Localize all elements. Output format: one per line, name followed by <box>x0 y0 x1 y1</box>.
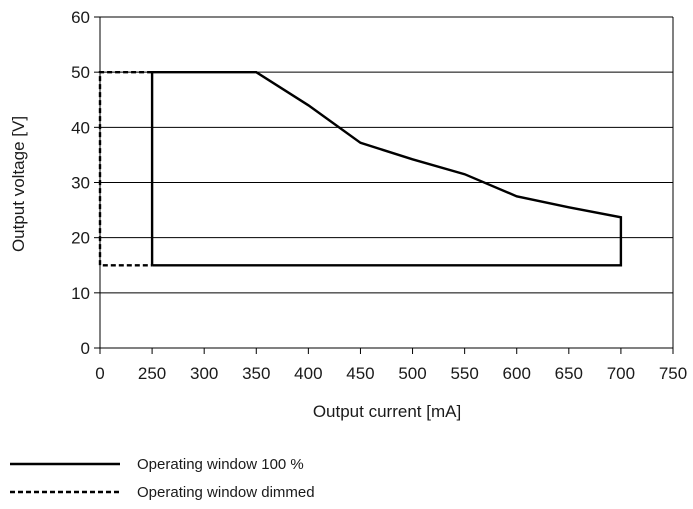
series-line-full <box>150 70 623 267</box>
y-tick-label-0: 0 <box>81 339 90 358</box>
x-tick-label-750: 750 <box>659 364 687 383</box>
x-tick-label-450: 450 <box>346 364 374 383</box>
y-tick-label-40: 40 <box>71 118 90 137</box>
y-tick-label-60: 60 <box>71 8 90 27</box>
x-tick-label-300: 300 <box>190 364 218 383</box>
series-line-dimmed <box>98 70 153 267</box>
y-tick-label-30: 30 <box>71 174 90 193</box>
x-tick-label-0: 0 <box>95 364 104 383</box>
y-tick-label-20: 20 <box>71 229 90 248</box>
y-axis-title: Output voltage [V] <box>9 116 28 252</box>
x-tick-label-500: 500 <box>398 364 426 383</box>
x-tick-label-250: 250 <box>138 364 166 383</box>
grid-lines <box>100 16 673 349</box>
legend-label-dashed: Operating window dimmed <box>137 484 315 501</box>
x-tick-label-550: 550 <box>450 364 478 383</box>
x-tick-label-650: 650 <box>555 364 583 383</box>
x-axis-title: Output current [mA] <box>313 402 461 421</box>
y-axis: 0 10 20 30 40 50 60 <box>71 8 100 358</box>
x-axis: 0 250 300 350 400 450 500 550 600 650 700 750 <box>95 348 687 383</box>
y-tick-label-10: 10 <box>71 284 90 303</box>
x-tick-label-350: 350 <box>242 364 270 383</box>
x-tick-label-400: 400 <box>294 364 322 383</box>
legend: Operating window 100 % Operating window … <box>10 456 315 501</box>
legend-label-solid: Operating window 100 % <box>137 456 304 473</box>
series-layer <box>98 70 623 267</box>
x-tick-label-600: 600 <box>503 364 531 383</box>
y-tick-label-50: 50 <box>71 63 90 82</box>
x-tick-label-700: 700 <box>607 364 635 383</box>
